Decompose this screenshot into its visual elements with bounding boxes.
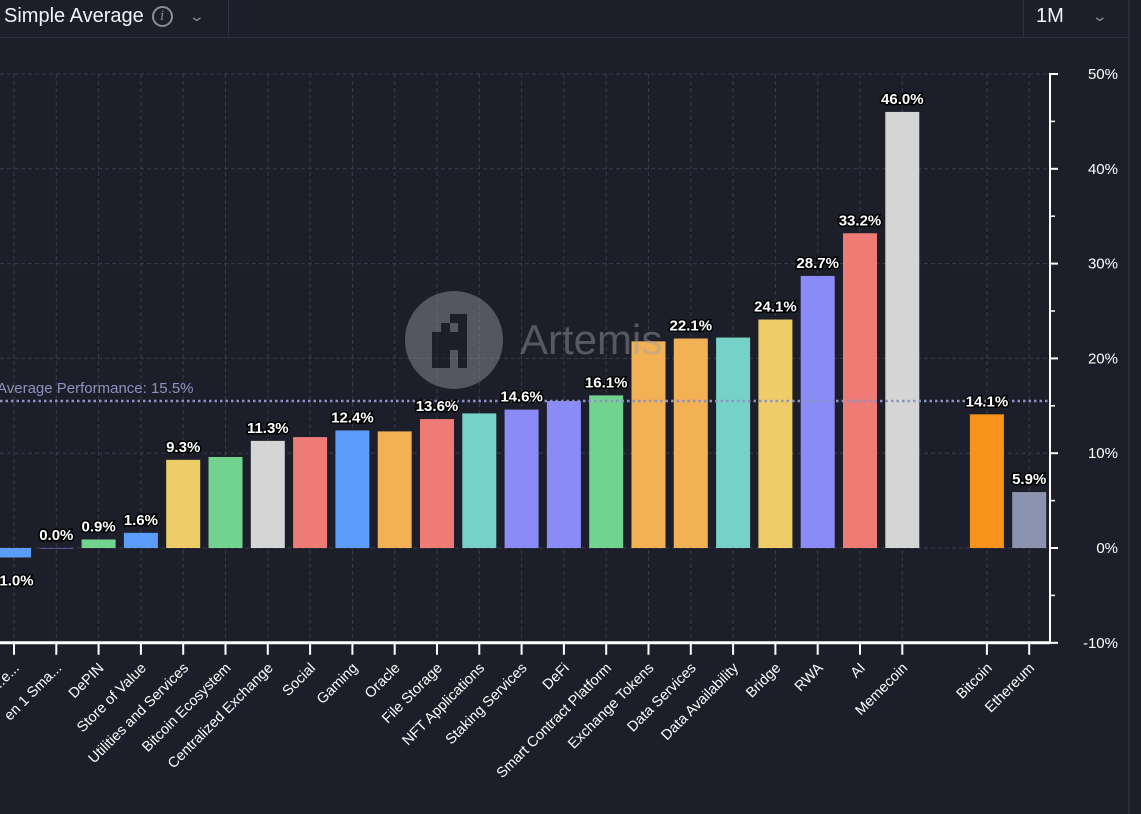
y-tick-label: 0% — [1096, 540, 1118, 557]
y-tick-label: 30% — [1088, 256, 1118, 273]
bar-data-availability — [716, 337, 751, 548]
average-line: Average Performance: 15.5% — [0, 380, 1050, 403]
x-tick-label: Oracle — [362, 660, 404, 702]
data-label: 14.6% — [500, 389, 543, 406]
data-label: 24.1% — [754, 299, 797, 316]
period-dropdown[interactable]: 1M — [1036, 5, 1064, 27]
bar-store-of-value — [123, 532, 158, 548]
bar-bitcoin — [969, 414, 1004, 548]
bar-ethereum — [1012, 492, 1047, 548]
header-divider — [228, 0, 229, 37]
data-label: 28.7% — [796, 255, 839, 272]
x-tick-label: Staking Services — [443, 660, 531, 748]
panel-border — [1128, 0, 1130, 814]
x-tick-label: Social — [280, 660, 319, 699]
bar-oracle — [377, 431, 412, 548]
bar-centralized-exchange — [250, 440, 285, 548]
bar-nft-applications — [462, 413, 497, 548]
artemis-watermark: Artemis — [405, 291, 662, 389]
data-label: 1.6% — [124, 512, 158, 529]
data-label: 0.0% — [39, 527, 73, 544]
bar-defi — [546, 401, 581, 548]
x-tick-label: Bitcoin — [954, 660, 996, 702]
data-label: 12.4% — [331, 409, 374, 426]
y-tick-label: 10% — [1088, 445, 1118, 462]
bar-rwa — [800, 275, 835, 548]
bar-memecoin — [885, 111, 920, 549]
bar-file-storage — [420, 419, 454, 548]
metric-dropdown[interactable]: Simple Average i ⌄ — [4, 5, 205, 28]
x-tick-label: DeFi — [540, 660, 573, 693]
data-label: -1.0% — [0, 572, 34, 589]
bar--e- — [0, 548, 31, 558]
x-tick-label: RWA — [792, 660, 827, 695]
data-label: 11.3% — [247, 420, 289, 437]
x-tick-label: Data Availability — [658, 660, 742, 744]
data-label: 5.9% — [1012, 471, 1046, 488]
y-tick-label: 50% — [1088, 66, 1118, 83]
average-line-label: Average Performance: 15.5% — [0, 380, 194, 397]
bar-ai — [843, 233, 877, 549]
bar-smart-contract-platform — [589, 395, 624, 548]
x-tick-label: Gaming — [314, 660, 361, 707]
y-axis: 50% 40% 30% 20% 10% 0% -10% — [1049, 66, 1118, 652]
metric-label: Simple Average — [4, 5, 144, 27]
bar-utilities-and-services — [166, 459, 201, 548]
data-label: 16.1% — [585, 374, 628, 391]
watermark-text: Artemis — [520, 316, 662, 363]
bars — [0, 111, 1047, 558]
artemis-logo-icon — [405, 291, 503, 389]
bar-en-1-sma- — [39, 548, 74, 549]
data-label: 33.2% — [839, 212, 882, 229]
info-icon[interactable]: i — [151, 6, 173, 27]
x-tick-label: ...e... — [0, 660, 23, 694]
chevron-down-icon: ⌄ — [188, 8, 205, 24]
x-tick-label: AI — [848, 660, 869, 681]
bar-bridge — [758, 319, 793, 548]
y-tick-label: -10% — [1083, 635, 1118, 652]
x-tick-label: Bridge — [743, 660, 784, 701]
bar-social — [293, 437, 328, 548]
bar-bitcoin-ecosystem — [208, 456, 243, 548]
y-tick-label: 40% — [1088, 161, 1118, 178]
data-label: 22.1% — [670, 317, 713, 334]
x-tick-label: DePIN — [66, 660, 108, 702]
data-label: 0.9% — [81, 518, 115, 535]
data-label: 14.1% — [966, 393, 1009, 410]
bar-staking-services — [504, 409, 539, 548]
data-labels: -1.0% 0.0% 0.9% 1.6% 9.3% 11.3% 12.4% 13.6% 14.6… — [0, 89, 1048, 591]
bar-depin — [81, 539, 116, 548]
bar-gaming — [335, 430, 370, 548]
bar-data-services — [673, 338, 708, 548]
bar-exchange-tokens — [631, 341, 666, 548]
chevron-down-icon[interactable]: ⌄ — [1091, 8, 1109, 24]
data-label: 9.3% — [166, 439, 200, 456]
data-label: 13.6% — [416, 398, 459, 415]
chart-header: Simple Average i ⌄ 1M ⌄ — [0, 0, 1129, 38]
header-divider — [1023, 0, 1024, 37]
data-label: 46.0% — [881, 91, 924, 108]
y-tick-label: 20% — [1088, 350, 1118, 367]
